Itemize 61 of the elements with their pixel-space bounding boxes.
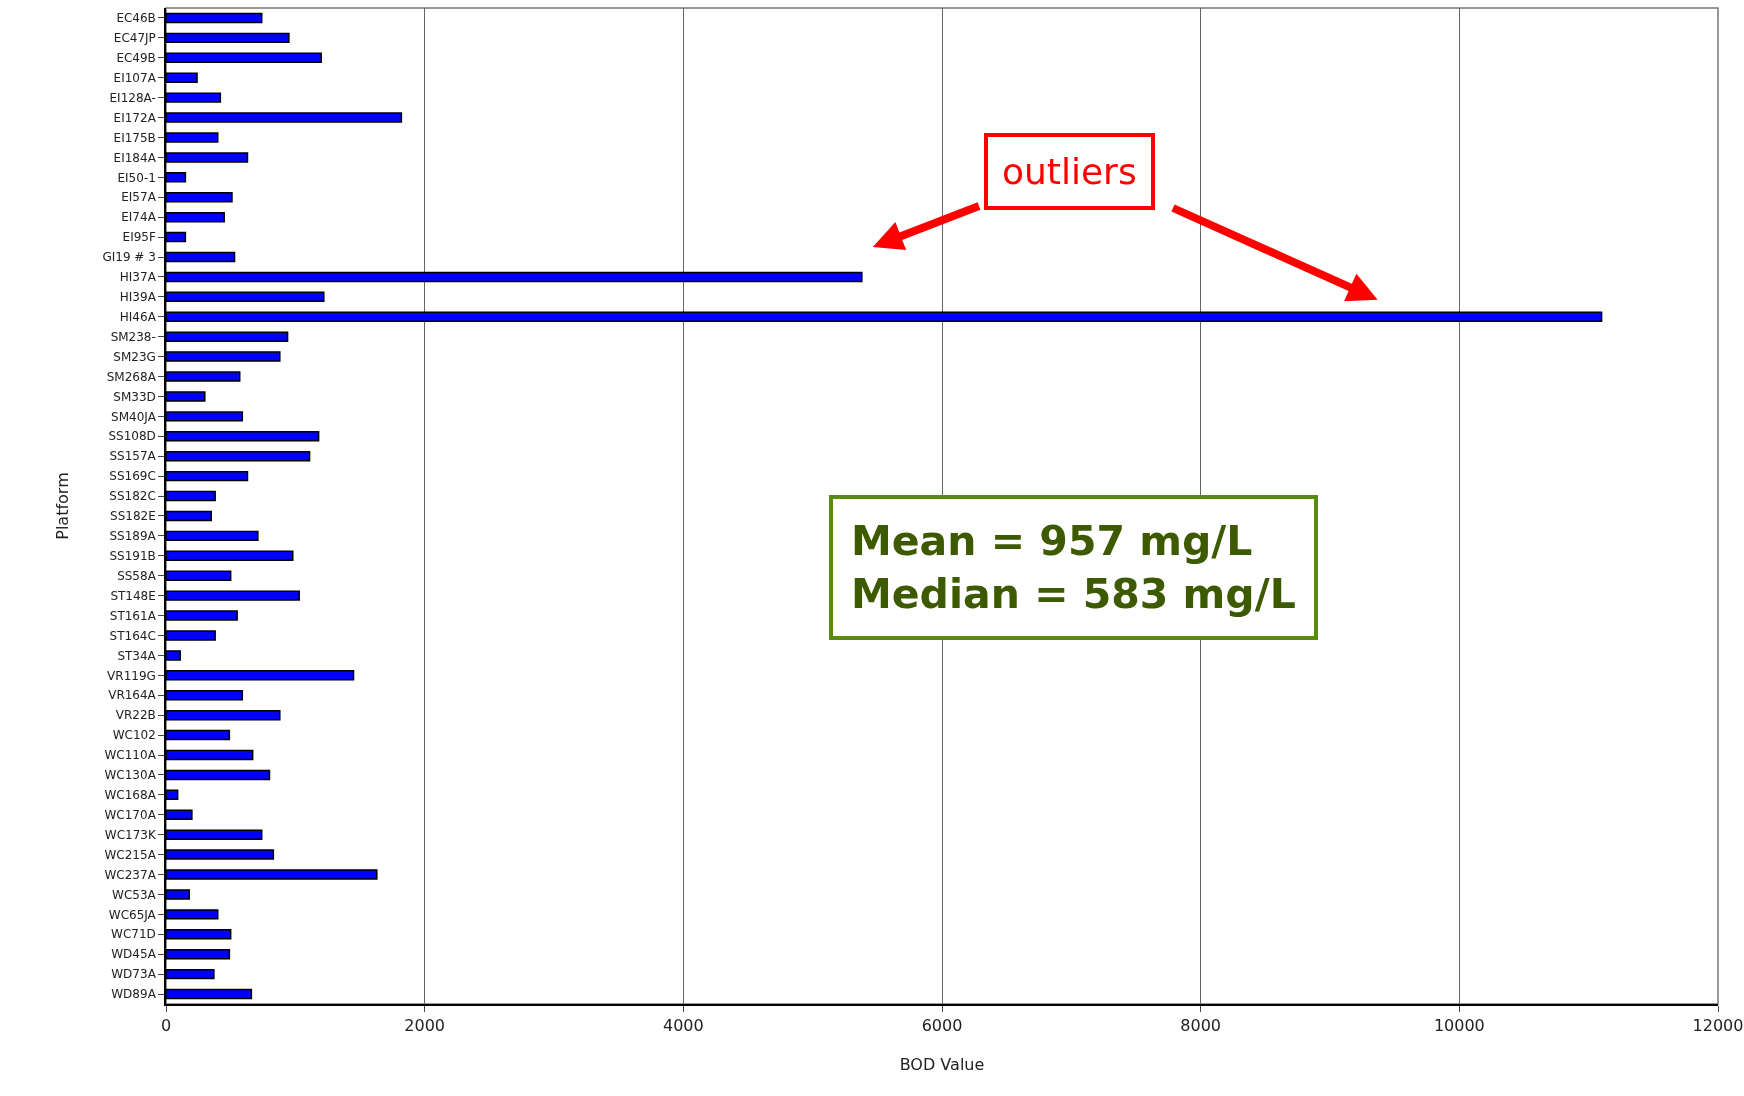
y-tick-label: VR164A <box>108 688 157 703</box>
x-tick-label: 2000 <box>404 1015 446 1035</box>
y-tick-label: EC47JP <box>113 31 156 46</box>
y-tick-label: WC173K <box>104 827 157 842</box>
y-tick-label: EI175B <box>113 130 156 145</box>
y-tick-label: ST161A <box>109 608 157 623</box>
y-tick-label: WC130A <box>104 768 157 783</box>
y-tick-label: WD89A <box>111 987 157 1002</box>
y-tick-label: EI50-1 <box>117 170 156 185</box>
y-tick-label: SM23G <box>113 349 156 364</box>
y-tick-label: SM268A <box>106 369 157 384</box>
y-tick-label: WC215A <box>104 847 157 862</box>
y-tick-label: SM40JA <box>111 409 157 424</box>
x-tick-label: 4000 <box>662 1015 704 1035</box>
x-tick-label: 10000 <box>1433 1015 1485 1035</box>
y-tick-label: SS189A <box>109 529 157 544</box>
y-tick-label: EI184A <box>113 150 157 165</box>
y-tick-label: GI19 # 3 <box>102 250 156 265</box>
y-tick-label: EI57A <box>121 190 157 205</box>
y-tick-label: ST34A <box>117 648 157 663</box>
y-tick-label: WD45A <box>111 947 157 962</box>
y-tick-label: EC46B <box>116 11 156 26</box>
y-tick-label: WC53A <box>112 887 157 902</box>
y-tick-label: EI74A <box>121 210 157 225</box>
x-tick-label: 12000 <box>1692 1015 1744 1035</box>
x-tick-label: 6000 <box>921 1015 963 1035</box>
y-tick-label: SS182C <box>109 489 156 504</box>
y-tick-label: WC71D <box>111 927 156 942</box>
y-tick-label: SM238- <box>110 329 156 344</box>
y-tick-label: EI95F <box>122 230 156 245</box>
y-tick-label: EC49B <box>116 51 156 65</box>
y-tick-label: VR119G <box>107 668 156 683</box>
y-tick-label: WC102 <box>112 728 156 743</box>
y-tick-label: EI172A <box>113 110 157 125</box>
y-tick-label: WC65JA <box>108 907 157 922</box>
y-tick-label: HI37A <box>119 270 157 285</box>
y-tick-label: EI107A <box>113 70 157 85</box>
y-tick-label: SS58A <box>117 568 157 583</box>
annotation: outliers <box>1002 151 1137 192</box>
y-tick-label: WD73A <box>111 967 157 982</box>
y-tick-label: WC237A <box>104 867 157 882</box>
y-tick-label: ST148E <box>110 588 156 603</box>
y-tick-label: HI46A <box>119 309 157 324</box>
y-tick-label: EI128A- <box>109 90 156 105</box>
y-tick-label: SS157A <box>109 449 157 464</box>
x-tick-label: 8000 <box>1180 1015 1222 1035</box>
y-tick-label: VR22B <box>115 708 156 723</box>
y-tick-label: HI39A <box>119 290 157 305</box>
y-tick-label: SS182E <box>110 509 156 524</box>
y-tick-label: SS191B <box>109 549 156 563</box>
x-tick-label: 0 <box>160 1015 172 1035</box>
y-axis-title: Platform <box>52 472 72 540</box>
y-tick-label: ST164C <box>109 628 156 643</box>
annotation: Mean = 957 mg/L Median = 583 mg/L <box>851 517 1296 619</box>
y-tick-label: WC110A <box>104 748 157 763</box>
y-tick-label: WC168A <box>104 788 157 803</box>
y-tick-label: SM33D <box>113 389 156 404</box>
y-tick-label: SS169C <box>109 469 156 484</box>
y-tick-label: SS108D <box>108 429 156 444</box>
x-axis-title: BOD Value <box>899 1055 985 1075</box>
y-tick-label: WC170A <box>104 807 157 822</box>
